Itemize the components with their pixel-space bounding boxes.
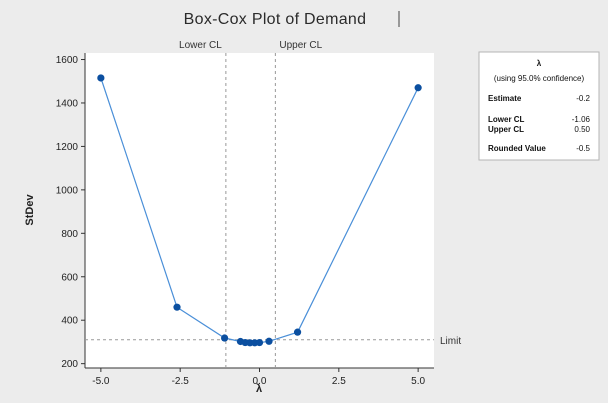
data-point (97, 74, 105, 82)
x-tick-label: 5.0 (411, 376, 425, 387)
y-tick-label: 1400 (56, 98, 79, 109)
chart-title: Box-Cox Plot of Demand (184, 11, 367, 28)
info-upper-cl-value: 0.50 (574, 125, 590, 134)
info-lower-cl-value: -1.06 (572, 115, 591, 124)
info-box-header: λ (537, 59, 542, 68)
info-rounded-value: -0.5 (576, 144, 590, 153)
y-tick-label: 400 (61, 316, 78, 327)
y-axis-ticks: 200 400 600 800 1000 1200 1400 1600 (56, 55, 85, 370)
data-point (293, 328, 302, 336)
data-point (255, 338, 264, 347)
lower-cl-label: Lower CL (179, 40, 222, 51)
data-point (173, 303, 181, 311)
x-tick-label: 0.0 (253, 376, 267, 387)
y-tick-label: 1600 (56, 55, 79, 66)
y-tick-label: 800 (61, 229, 78, 240)
y-tick-label: 1200 (56, 142, 79, 153)
x-axis-label: λ (256, 383, 262, 395)
x-axis-ticks: -5.0 -2.5 0.0 2.5 5.0 (92, 368, 426, 387)
info-box-subheader: (using 95.0% confidence) (494, 74, 585, 83)
upper-cl-label: Upper CL (279, 40, 322, 51)
data-point (265, 337, 273, 345)
x-tick-label: -5.0 (92, 376, 110, 387)
data-point (414, 84, 422, 92)
plot-area (85, 53, 434, 368)
lambda-info-box: λ (using 95.0% confidence) Estimate -0.2… (478, 51, 600, 161)
info-box-frame (478, 51, 600, 161)
x-tick-label: 2.5 (332, 376, 346, 387)
limit-label: Limit (440, 336, 461, 347)
info-lower-cl-label: Lower CL (488, 115, 525, 124)
info-estimate-value: -0.2 (576, 94, 590, 103)
y-tick-label: 600 (61, 272, 78, 283)
series-group (97, 74, 422, 347)
x-tick-label: -2.5 (172, 376, 190, 387)
y-tick-label: 200 (61, 359, 78, 370)
y-axis-label: StDev (24, 194, 36, 226)
info-estimate-label: Estimate (488, 94, 522, 103)
y-tick-label: 1000 (56, 185, 79, 196)
info-rounded-label: Rounded Value (488, 144, 546, 153)
info-upper-cl-label: Upper CL (488, 125, 524, 134)
data-point (221, 334, 229, 342)
